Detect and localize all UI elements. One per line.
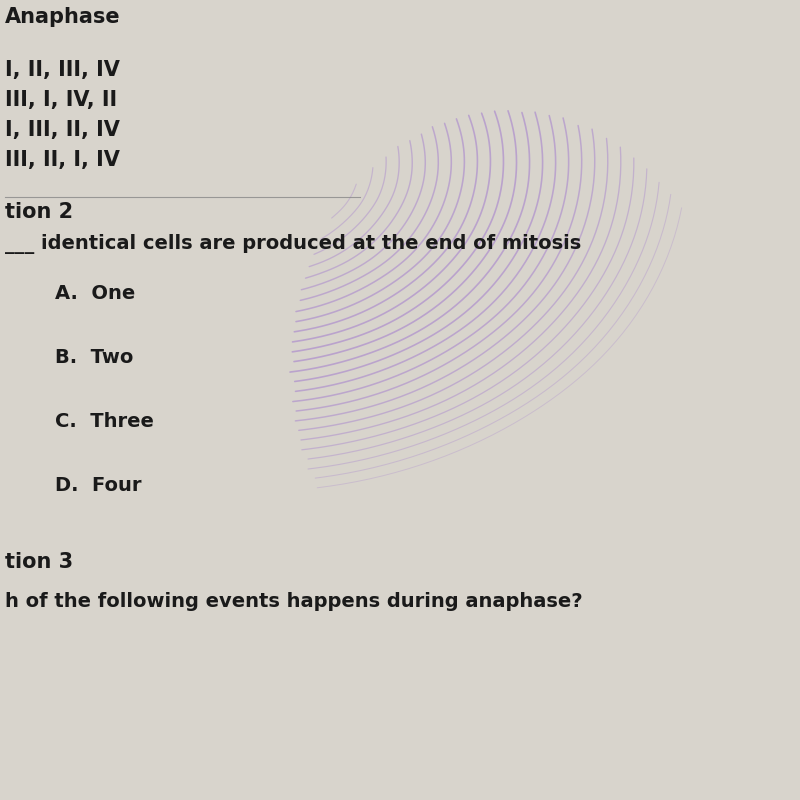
Text: h of the following events happens during anaphase?: h of the following events happens during… <box>5 592 582 611</box>
Text: III, II, I, IV: III, II, I, IV <box>5 150 120 170</box>
Text: A.  One: A. One <box>55 284 135 303</box>
Text: I, III, II, IV: I, III, II, IV <box>5 120 120 140</box>
Text: C.  Three: C. Three <box>55 412 154 431</box>
Bar <box>0 0 800 6</box>
Text: Anaphase: Anaphase <box>5 7 121 27</box>
Text: ___ identical cells are produced at the end of mitosis: ___ identical cells are produced at the … <box>5 234 582 254</box>
Text: D.  Four: D. Four <box>55 476 142 495</box>
Text: tion 3: tion 3 <box>5 552 73 572</box>
Text: III, I, IV, II: III, I, IV, II <box>5 90 117 110</box>
Text: tion 2: tion 2 <box>5 202 73 222</box>
Text: I, II, III, IV: I, II, III, IV <box>5 60 120 80</box>
Text: B.  Two: B. Two <box>55 348 134 367</box>
